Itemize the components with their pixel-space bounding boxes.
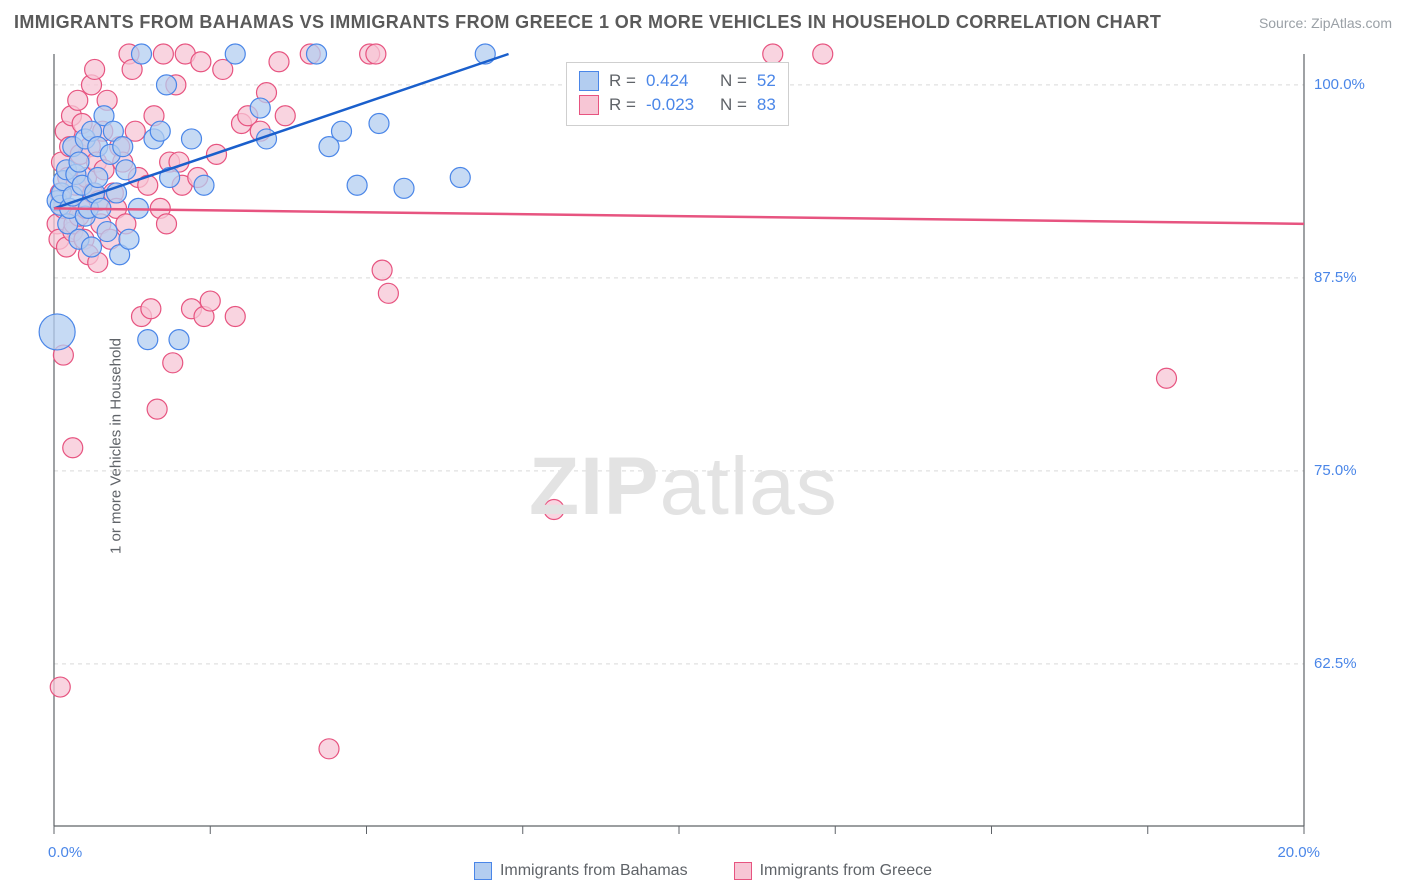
- legend-swatch: [734, 862, 752, 880]
- correlation-box: R = 0.424N = 52R = -0.023N = 83: [566, 62, 789, 126]
- legend-label: Immigrants from Bahamas: [500, 862, 688, 880]
- legend-swatch: [579, 95, 599, 115]
- legend-item: Immigrants from Greece: [734, 862, 932, 880]
- legend-item: Immigrants from Bahamas: [474, 862, 688, 880]
- correlation-row: R = 0.424N = 52: [579, 69, 776, 93]
- legend: Immigrants from Bahamas Immigrants from G…: [0, 862, 1406, 880]
- axis-tick-label: 100.0%: [1314, 76, 1384, 93]
- chart-title: IMMIGRANTS FROM BAHAMAS VS IMMIGRANTS FR…: [14, 12, 1161, 33]
- axis-tick-label: 20.0%: [1260, 844, 1320, 861]
- correlation-row: R = -0.023N = 83: [579, 93, 776, 117]
- axis-tick-label: 0.0%: [48, 844, 108, 861]
- legend-swatch: [474, 862, 492, 880]
- legend-swatch: [579, 71, 599, 91]
- axis-tick-label: 62.5%: [1314, 655, 1384, 672]
- axis-tick-label: 75.0%: [1314, 462, 1384, 479]
- axis-tick-label: 87.5%: [1314, 269, 1384, 286]
- legend-label: Immigrants from Greece: [760, 862, 932, 880]
- scatter-plot: [54, 54, 1304, 838]
- source-label: Source: ZipAtlas.com: [1259, 15, 1392, 31]
